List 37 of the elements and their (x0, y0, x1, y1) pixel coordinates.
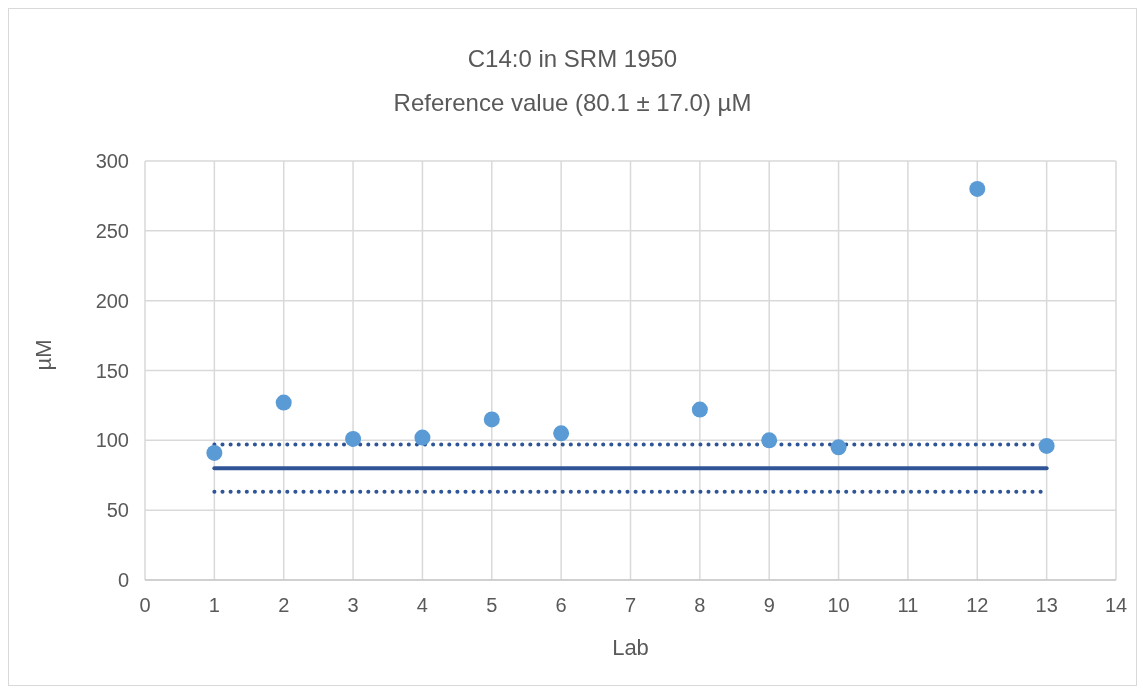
point (553, 425, 570, 442)
chart-subtitle: Reference value (80.1 ± 17.0) µM (392, 89, 753, 117)
y-tick-label: 0 (117, 569, 129, 592)
point (691, 401, 708, 418)
x-tick-label: 12 (966, 594, 989, 617)
x-tick-label: 13 (1035, 594, 1058, 617)
point (483, 411, 500, 428)
x-tick-label: 9 (763, 594, 775, 617)
point (1038, 437, 1055, 454)
point (414, 429, 431, 446)
y-tick-label: 250 (95, 219, 129, 242)
x-tick-label: 0 (139, 594, 151, 617)
x-tick-label: 1 (208, 594, 220, 617)
x-tick-label: 7 (624, 594, 637, 617)
y-tick-label: 300 (95, 150, 129, 173)
y-tick-label: 200 (95, 289, 129, 312)
x-tick-label: 2 (278, 594, 290, 617)
chart-title: C14:0 in SRM 1950 (466, 45, 679, 73)
point (761, 432, 778, 449)
x-tick-label: 14 (1104, 594, 1128, 617)
x-tick-label: 8 (694, 594, 706, 617)
point (345, 430, 362, 447)
point (275, 394, 292, 411)
x-tick-label: 4 (416, 594, 428, 617)
x-tick-label: 5 (486, 594, 498, 617)
point (206, 444, 223, 461)
point (969, 180, 986, 197)
x-tick-label: 11 (897, 594, 919, 617)
y-tick-label: 150 (95, 359, 129, 382)
y-tick-label: 50 (106, 499, 129, 522)
x-tick-label: 6 (555, 594, 567, 617)
y-axis-title: µM (30, 339, 56, 371)
x-tick-label: 3 (347, 594, 359, 617)
y-tick-label: 100 (95, 429, 129, 452)
point (830, 439, 847, 456)
x-axis-title: Lab (612, 635, 649, 660)
x-tick-label: 10 (827, 594, 850, 617)
